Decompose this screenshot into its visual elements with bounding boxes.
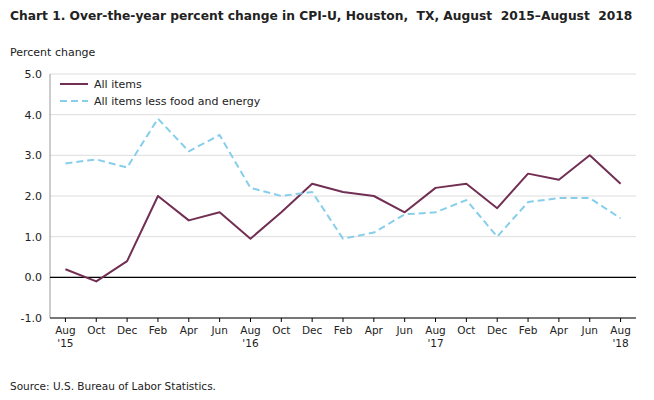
legend: All items All items less food and energy [60,78,261,108]
x-tick [65,318,66,322]
x-tick-label: Jun [210,324,227,336]
x-tick [96,318,97,322]
y-tick-label: 0.0 [25,271,43,284]
x-tick [127,318,128,322]
x-tick [466,318,467,322]
x-tick-label: Oct [272,324,290,336]
x-tick [589,318,590,322]
x-tick [528,318,529,322]
grid-line [50,196,636,197]
lines [65,119,620,282]
x-tick [343,318,344,322]
x-tick-label: Apr [365,324,384,336]
x-tick [373,318,374,322]
y-tick-label: 5.0 [25,68,43,81]
legend-label: All items less food and energy [94,95,261,108]
y-tick-label: 3.0 [25,149,43,162]
x-tick [404,318,405,322]
y-tick-label: 2.0 [25,190,43,203]
x-tick-label: Dec [302,324,323,336]
x-tick-label: Dec [117,324,138,336]
x-tick-label: Aug'18 [610,324,631,349]
grid-line [50,277,636,278]
chart: Chart 1. Over-the-year percent change in… [0,0,654,400]
legend-swatch [60,100,88,102]
grid-line [50,155,636,156]
legend-swatch [60,83,88,85]
x-tick-label: Aug'17 [425,324,446,349]
x-tick-label: Apr [550,324,569,336]
legend-label: All items [94,78,142,91]
grid-line [50,114,636,115]
x-tick-label: Oct [457,324,475,336]
x-tick-label: Aug'16 [240,324,261,349]
x-tick [281,318,282,322]
y-tick-label: 4.0 [25,109,43,122]
x-tick-label: Oct [87,324,105,336]
x-tick [157,318,158,322]
y-tick-label: 1.0 [25,231,43,244]
grid [50,74,636,318]
title: Chart 1. Over-the-year percent change in… [10,9,632,23]
x-tick [219,318,220,322]
x-tick [558,318,559,322]
x-tick-label: Apr [180,324,199,336]
x-tick-label: Jun [395,324,412,336]
series-line [65,119,620,239]
x-tick [188,318,189,322]
x-tick-label: Feb [149,324,168,336]
x-tick-label: Feb [334,324,353,336]
x-tick [312,318,313,322]
x-tick-label: Feb [519,324,538,336]
x-tick-label: Dec [487,324,508,336]
y-tick-label: -1.0 [21,312,42,325]
y-axis-line [50,74,51,318]
y-axis-label: Percent change [10,46,96,59]
x-tick [620,318,621,322]
grid-line [50,74,636,75]
x-tick-label: Aug'15 [55,324,76,349]
x-tick [497,318,498,322]
source: Source: U.S. Bureau of Labor Statistics. [10,380,216,392]
x-tick-label: Jun [581,324,598,336]
zero-line [50,277,636,278]
x-tick [250,318,251,322]
series-line [65,155,620,281]
x-tick [435,318,436,322]
